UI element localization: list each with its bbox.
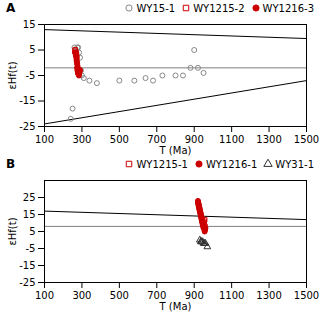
svg-text:1100: 1100: [219, 134, 244, 145]
svg-text:100: 100: [35, 290, 54, 301]
svg-text:700: 700: [147, 290, 166, 301]
svg-text:500: 500: [110, 134, 129, 145]
svg-text:300: 300: [72, 290, 91, 301]
svg-text:T (Ma): T (Ma): [159, 145, 192, 156]
svg-text:100: 100: [35, 134, 54, 145]
svg-text:900: 900: [185, 134, 204, 145]
html-text:A: A: [6, 1, 16, 15]
html-text:WY1215-2: WY1215-2: [193, 2, 245, 14]
svg-text:5: 5: [29, 44, 35, 55]
svg-text:-5: -5: [26, 70, 36, 81]
svg-text:-25: -25: [19, 277, 35, 288]
svg-text:1100: 1100: [219, 290, 244, 301]
svg-text:-25: -25: [19, 121, 35, 132]
svg-text:1500: 1500: [294, 290, 319, 301]
html-text:WY31-1: WY31-1: [275, 158, 314, 170]
svg-text:εHf(t): εHf(t): [7, 61, 18, 89]
html-text:B: B: [6, 157, 16, 171]
svg-text:T (Ma): T (Ma): [159, 301, 192, 312]
svg-text:900: 900: [185, 290, 204, 301]
svg-text:1300: 1300: [256, 134, 281, 145]
svg-text:15: 15: [23, 19, 36, 30]
svg-text:εHf(t): εHf(t): [7, 217, 18, 245]
html-text:WY1216-1: WY1216-1: [205, 158, 258, 170]
svg-text:-15: -15: [19, 260, 35, 271]
svg-text:-5: -5: [26, 243, 36, 254]
svg-text:15: 15: [23, 209, 36, 220]
html-text:WY1216-3: WY1216-3: [262, 2, 314, 14]
svg-text:1500: 1500: [294, 134, 319, 145]
svg-text:1300: 1300: [256, 290, 281, 301]
html-text:WY15-1: WY15-1: [136, 2, 176, 14]
svg-text:25: 25: [23, 192, 36, 203]
svg-text:-15: -15: [19, 95, 35, 106]
html-text:WY1215-1: WY1215-1: [136, 158, 188, 170]
svg-text:500: 500: [110, 290, 129, 301]
svg-text:300: 300: [72, 134, 91, 145]
svg-text:700: 700: [147, 134, 166, 145]
svg-text:5: 5: [29, 226, 35, 237]
